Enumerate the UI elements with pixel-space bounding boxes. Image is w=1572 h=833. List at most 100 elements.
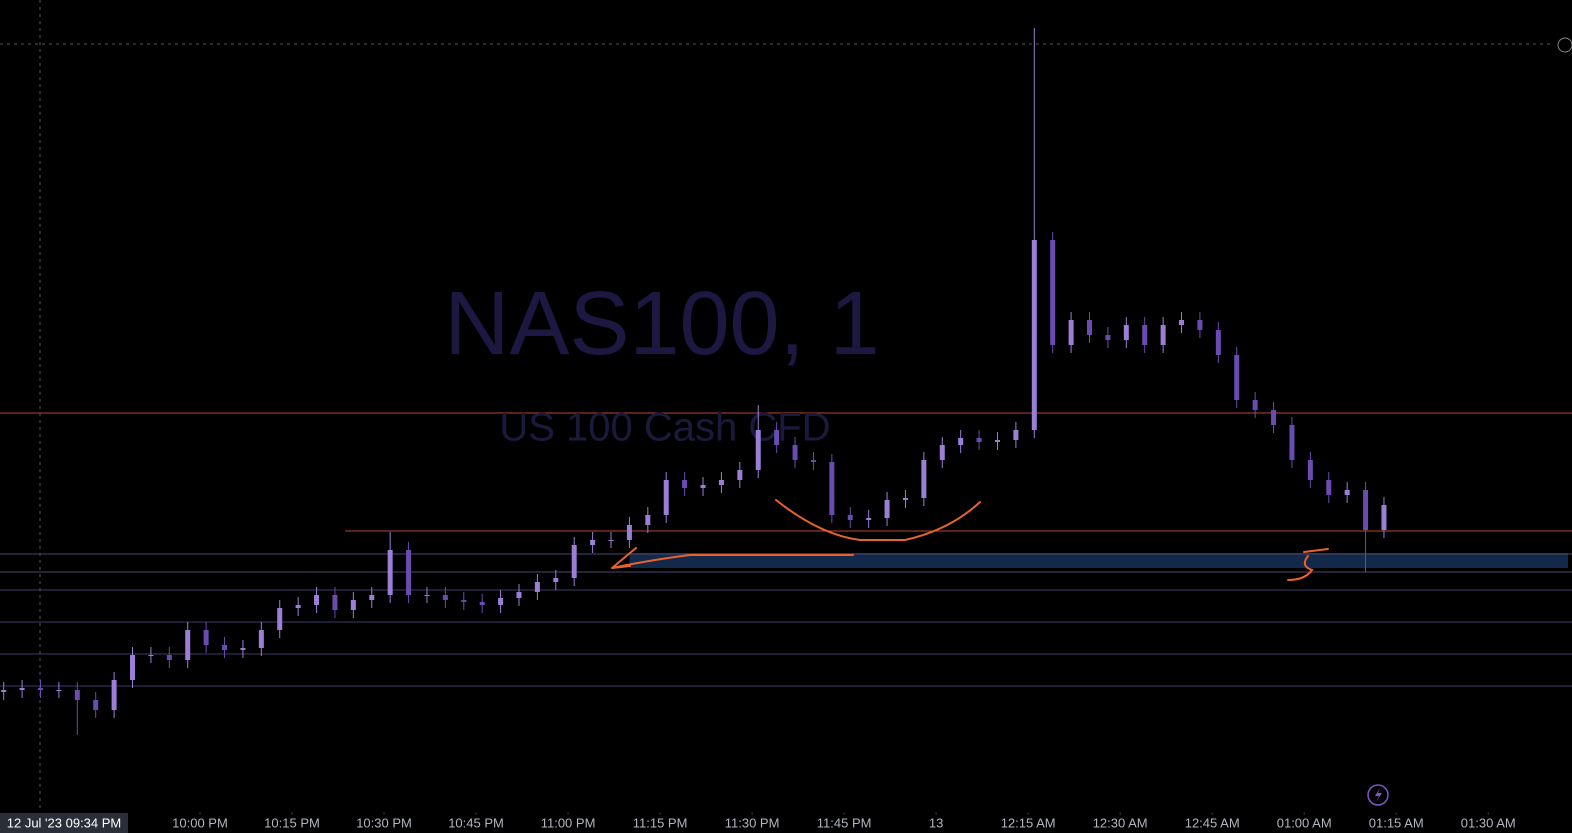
zone (629, 553, 1568, 568)
candle-body (1381, 505, 1387, 530)
candle-body (1252, 400, 1258, 410)
watermark-title: NAS100, 1 (444, 274, 879, 374)
annotations (611, 499, 1329, 581)
x-tick-label: 11:15 PM (633, 815, 688, 830)
x-tick-label: 10:30 PM (356, 815, 412, 830)
candle-body (314, 595, 320, 605)
candle-body (1160, 325, 1166, 345)
candle-body (534, 582, 540, 592)
x-tick-label: 11:45 PM (817, 815, 872, 830)
candle-body (479, 602, 485, 605)
candle-body (1307, 460, 1313, 480)
candle-body (1123, 325, 1129, 340)
candle-body (626, 525, 632, 540)
candle-body (829, 462, 835, 515)
candle-body (884, 500, 890, 518)
candle-body (608, 540, 614, 541)
candle-body (976, 438, 982, 442)
candle-body (37, 688, 43, 690)
candle-body (1179, 320, 1185, 325)
candle-body (1105, 335, 1111, 340)
crosshair-label-box (0, 813, 128, 833)
candle-body (1363, 490, 1369, 530)
candle-body (958, 438, 964, 445)
x-tick-label: 10:00 PM (172, 815, 228, 830)
candle-body (222, 645, 228, 650)
candle-body (1234, 355, 1240, 400)
candle-body (424, 595, 430, 596)
candle-body (1013, 430, 1019, 440)
candle-body (994, 440, 1000, 442)
candle-body (350, 600, 356, 610)
candle-body (369, 595, 375, 600)
candle-body (1068, 320, 1074, 345)
candle-body (295, 605, 301, 608)
candle-body (902, 498, 908, 500)
candle-body (148, 655, 154, 656)
levels (0, 412, 1572, 687)
candle-body (718, 480, 724, 485)
candle-body (645, 515, 651, 525)
candle-body (1215, 330, 1221, 355)
candle-body (1271, 410, 1277, 425)
lightning-glyph (1375, 788, 1382, 802)
candle-body (571, 545, 577, 578)
annotation-curve (775, 499, 981, 541)
candle-body (185, 630, 191, 660)
candle-body (203, 630, 209, 645)
candle-body (663, 480, 669, 515)
candle-body (387, 550, 393, 595)
candle-body (56, 690, 62, 691)
candle-body (700, 485, 706, 488)
candle-body (810, 460, 816, 462)
annotation-arrow (611, 547, 854, 569)
candle-body (682, 480, 688, 488)
candle-body (553, 578, 559, 582)
candle-body (1142, 325, 1148, 345)
x-tick-label: 10:15 PM (264, 815, 320, 830)
x-ticks: 10:00 PM 10:15 PM 10:30 PM 10:45 PM 11:00 PM… (172, 812, 1516, 830)
candle-body (1, 690, 7, 692)
candle-body (737, 470, 743, 480)
candle-body (866, 518, 872, 520)
candle-body (111, 680, 117, 710)
candle-body (1344, 490, 1350, 495)
x-tick-label: 11:00 PM (541, 815, 596, 830)
x-tick-label: 12:15 AM (1001, 815, 1056, 830)
candle-body (130, 655, 136, 680)
candle-body (792, 445, 798, 460)
candle-body (166, 655, 172, 660)
candle-body (755, 430, 761, 470)
zoom-icon[interactable] (1557, 37, 1572, 53)
watermark-subtitle: US 100 Cash CFD (499, 406, 830, 450)
x-tick-label: 12:30 AM (1093, 815, 1148, 830)
candle-body (1326, 480, 1332, 495)
candle-body (1087, 320, 1093, 335)
crosshair-label: 12 Jul '23 09:34 PM (7, 815, 122, 830)
x-tick-label: 12:45 AM (1185, 815, 1240, 830)
candle-body (258, 630, 264, 648)
lightning-icon[interactable] (1367, 784, 1389, 806)
x-tick-label: 01:15 AM (1369, 815, 1424, 830)
candle-body (774, 430, 780, 445)
x-tick-label: 01:00 AM (1277, 815, 1332, 830)
candle-body (1050, 240, 1056, 345)
annotation-mark (1287, 548, 1329, 581)
candle-body (332, 595, 338, 610)
candle-body (93, 700, 99, 710)
candle-body (1289, 425, 1295, 460)
candle-body (406, 550, 412, 595)
candle-body (442, 595, 448, 600)
candle-body (74, 690, 80, 700)
x-tick-label: 01:30 AM (1461, 815, 1516, 830)
candle-body (921, 460, 927, 498)
candle-body (516, 592, 522, 598)
candle-body (240, 648, 246, 650)
candle-body (847, 515, 853, 520)
x-tick-label: 13 (929, 815, 943, 830)
candle-body (19, 688, 25, 690)
x-tick-label: 11:30 PM (725, 815, 780, 830)
